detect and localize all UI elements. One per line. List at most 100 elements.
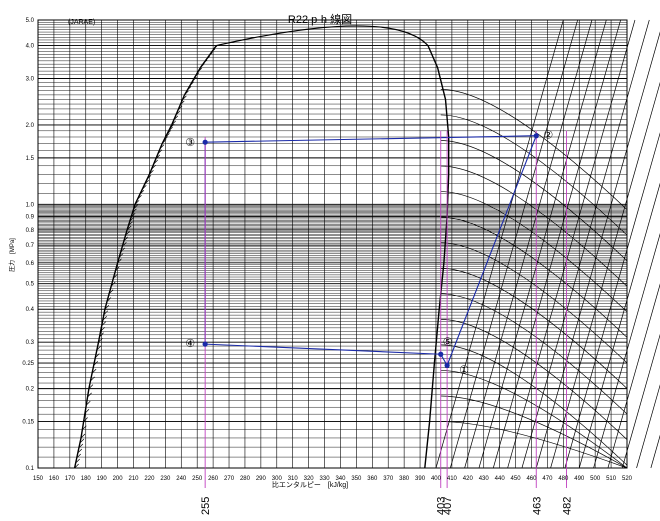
- x-tick-label: 440: [495, 476, 506, 482]
- liquid-line-hatch: [90, 376, 95, 382]
- isotherm-line: [440, 114, 628, 236]
- isotherm-line: [440, 293, 628, 415]
- enthalpy-value-label: 255: [200, 497, 212, 515]
- enthalpy-value-label: 482: [562, 497, 574, 515]
- liquid-line-hatch: [137, 195, 142, 200]
- ticks: 150 160 170 180 190 200 210 220 230 240 250 260 270 2…: [22, 18, 632, 482]
- x-tick-label: 410: [447, 476, 458, 482]
- x-tick-label: 340: [335, 476, 346, 482]
- x-tick-label: 230: [160, 476, 171, 482]
- grid: [37, 19, 628, 469]
- x-tick-label: 470: [542, 476, 553, 482]
- x-tick-label: 220: [144, 476, 155, 482]
- x-tick-label: 450: [511, 476, 522, 482]
- cycle-point-label: ⑤: [443, 336, 453, 348]
- liquid-line-hatch: [123, 236, 129, 242]
- isentrope-line: [593, 233, 660, 469]
- liquid-line-hatch: [189, 81, 195, 87]
- liquid-line-hatch: [118, 253, 124, 258]
- y-tick-label: 4.0: [26, 44, 35, 50]
- liquid-line-hatch: [157, 149, 163, 155]
- isotherm-line: [440, 242, 628, 364]
- isotherm-line: [440, 319, 628, 440]
- isotherm-line: [440, 140, 628, 261]
- liquid-line-hatch: [133, 204, 139, 209]
- liquid-line-hatch: [120, 247, 126, 253]
- y-tick-label: 0.1: [26, 466, 35, 472]
- x-axis-label: 比エンタルピー [kJ/kg]: [272, 480, 348, 489]
- liquid-line-hatch: [75, 458, 80, 464]
- x-tick-label: 190: [97, 476, 108, 482]
- liquid-line-hatch: [186, 86, 192, 91]
- liquid-line-hatch: [108, 289, 114, 295]
- isentrope-line: [621, 333, 660, 469]
- x-tick-label: 320: [304, 476, 315, 482]
- liquid-line-hatch: [169, 123, 175, 129]
- cycle-point-label: ③: [185, 137, 195, 149]
- x-tick-label: 330: [320, 476, 331, 482]
- liquid-line-hatch: [149, 170, 154, 175]
- condensation-line: [205, 135, 537, 143]
- isentrope-line: [507, 19, 636, 469]
- cycle-point: [444, 362, 450, 368]
- x-tick-label: 180: [81, 476, 92, 482]
- y-tick-label: 0.7: [26, 243, 35, 249]
- enthalpy-value-label: 403: [436, 497, 448, 515]
- isentrope-line: [449, 19, 578, 469]
- liquid-line-hatch: [208, 52, 213, 57]
- cycle-point: [202, 139, 208, 145]
- x-tick-label: 270: [224, 476, 235, 482]
- liquid-line-hatch: [202, 59, 208, 65]
- isentrope-line: [464, 19, 593, 469]
- liquid-line-hatch: [88, 384, 94, 389]
- x-tick-label: 430: [479, 476, 490, 482]
- liquid-line-hatch: [78, 443, 84, 449]
- isentrope-line: [535, 31, 660, 469]
- isotherm-line: [440, 216, 628, 338]
- cycle-point-label: ④: [185, 338, 195, 350]
- liquid-line-hatch: [103, 310, 109, 315]
- enthalpy-value-label: 407: [442, 497, 454, 515]
- liquid-line-hatch: [91, 368, 97, 374]
- y-tick-label: 0.3: [26, 340, 35, 346]
- compression-line: [446, 135, 537, 366]
- isentrope-line: [578, 182, 660, 469]
- isotherm-line: [440, 267, 628, 389]
- y-tick-label: 0.6: [26, 261, 35, 267]
- isotherm-line: [440, 89, 628, 210]
- liquid-line-hatch: [163, 136, 169, 141]
- liquid-line-hatch: [182, 95, 187, 101]
- liquid-line-hatch: [79, 438, 85, 444]
- y-tick-label: 1.0: [26, 202, 35, 208]
- y-tick-label: 0.25: [22, 361, 34, 367]
- liquid-line-hatch: [125, 231, 130, 236]
- isotherm-line: [440, 395, 628, 469]
- y-tick-label: 1.5: [26, 156, 35, 162]
- liquid-line-hatch: [115, 266, 120, 271]
- x-tick-label: 480: [558, 476, 569, 482]
- liquid-line-hatch: [184, 90, 189, 96]
- y-tick-label: 0.8: [26, 228, 35, 234]
- x-tick-label: 240: [176, 476, 187, 482]
- x-tick-label: 370: [383, 476, 394, 482]
- isentrope-line: [636, 384, 660, 469]
- isentrope-line: [607, 283, 660, 469]
- isotherm-line: [440, 344, 628, 466]
- y-tick-label: 0.5: [26, 282, 35, 288]
- liquid-line-hatch: [84, 409, 90, 414]
- liquid-line-hatch: [122, 242, 127, 247]
- isentrope-line: [564, 132, 660, 469]
- x-tick-label: 160: [49, 476, 60, 482]
- x-tick-label: 350: [351, 476, 362, 482]
- liquid-line-hatch: [80, 433, 86, 439]
- liquid-line-hatch: [153, 159, 158, 165]
- liquid-line-hatch: [93, 361, 98, 366]
- x-tick-label: 400: [431, 476, 442, 482]
- liquid-line-hatch: [82, 425, 87, 430]
- enthalpy-value-label: 463: [531, 497, 543, 515]
- liquid-line-hatch: [200, 63, 205, 68]
- liquid-line-hatch: [151, 164, 156, 170]
- x-tick-label: 280: [240, 476, 251, 482]
- cycle-point: [438, 351, 444, 357]
- chart-title: R22 p-h 線図: [288, 12, 352, 26]
